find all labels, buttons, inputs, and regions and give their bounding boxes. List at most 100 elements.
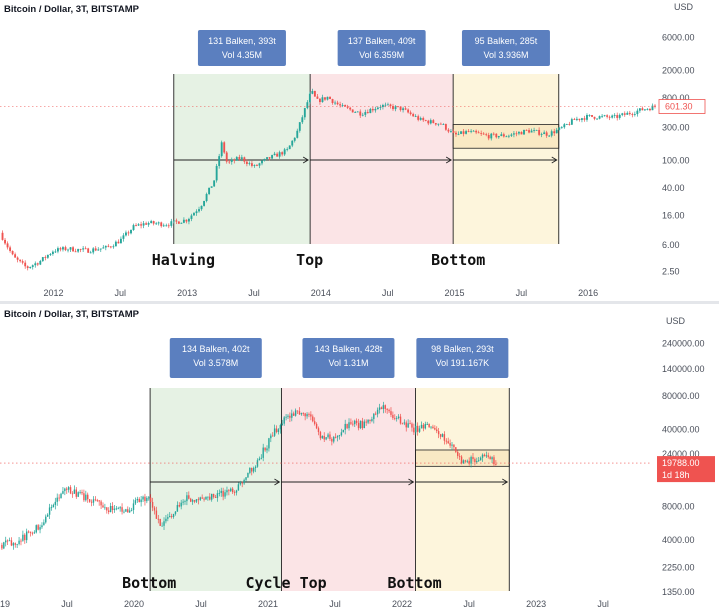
candle-body [306,102,309,109]
candle-body [200,205,203,210]
candle-body [134,500,137,504]
candle-body [170,221,173,226]
candle-body [220,490,222,493]
candle-body [94,248,97,251]
candle-body [458,455,461,457]
price-badge-text: 19788.00 [662,458,700,468]
candle-body [117,508,119,510]
arrow-head [445,156,453,164]
candle-body [88,499,91,502]
candle-body [315,423,318,429]
candle-body [603,115,606,117]
candle-body [583,118,586,120]
candle-body [457,133,460,135]
candle-body [56,497,58,502]
candle-body [439,434,442,437]
candle-body [369,419,371,421]
candle-body [109,246,112,248]
candle-body [176,505,179,512]
measure-volume-text: Vol 6.359M [359,50,404,60]
candle-body [449,131,452,132]
candle-body [312,416,314,422]
candle-body [462,131,465,134]
candle-body [601,115,604,117]
candle-body [238,157,241,159]
candle-body [74,251,77,253]
candle-body [90,501,93,503]
candle-body [79,492,81,493]
candle-body [182,501,184,503]
candle-body [263,158,266,161]
candle-body [215,165,218,181]
candle-body [107,510,110,513]
candle-body [591,115,593,117]
candle-body [316,96,319,99]
measure-info-box [337,30,426,66]
candle-body [132,225,135,230]
candle-body [310,414,312,417]
candle-body [492,133,495,135]
candle-body [250,163,253,166]
candle-body [125,232,127,236]
chart-title: Bitcoin / Dollar, 3T, BITSTAMP [4,309,140,320]
candle-body [288,145,291,150]
candle-body [212,493,215,497]
candle-body [51,251,54,254]
candle-body [6,540,9,542]
arrow-head [274,478,281,486]
candle-body [407,109,410,113]
range-box [415,449,510,467]
candle-body [432,120,435,124]
countdown-text: 1d 18h [662,470,690,480]
candle-body [318,98,321,103]
candle-body [366,112,369,114]
measure-bars-text: 143 Balken, 428t [315,344,383,354]
candle-body [82,248,85,250]
candle-body [338,435,341,436]
candle-body [87,248,90,253]
candle-body [180,502,182,507]
candle-body [371,108,374,111]
candle-body [487,135,490,139]
candle-body [205,496,207,500]
candle-body [351,109,354,113]
candle-body [223,142,226,153]
y-tick-label: 40000.00 [662,424,700,434]
candle-body [247,472,249,478]
candle-body [593,116,596,119]
candle-body [191,500,194,502]
candle-body [490,133,493,139]
x-tick-label: 2015 [444,288,464,298]
candle-body [87,494,89,500]
y-tick-label: 6000.00 [662,32,695,42]
y-tick-label: 1350.00 [662,587,695,597]
candle-body [298,411,301,415]
candle-body [254,466,257,469]
candle-body [301,117,304,123]
candle-body [327,434,329,438]
candle-body [249,467,251,473]
candle-body [109,505,112,513]
candle-body [165,518,167,522]
candle-body [119,238,122,244]
candle-body [336,435,339,438]
candle-body [283,417,285,424]
candle-body [193,213,195,216]
candle-body [308,414,310,415]
candle-body [500,134,503,137]
candle-body [481,454,484,458]
candle-body [416,425,419,432]
candle-body [439,123,442,125]
candle-body [239,482,242,485]
candle-body [402,108,405,111]
candle-body [22,534,24,541]
candle-body [379,107,382,108]
candle-body [395,417,398,419]
candle-body [361,420,364,429]
candle-body [321,97,324,103]
x-tick-label: Jul [597,599,609,608]
candle-body [201,497,203,499]
candle-body [72,247,75,252]
measure-volume-text: Vol 4.35M [222,50,262,60]
candle-body [147,223,150,225]
